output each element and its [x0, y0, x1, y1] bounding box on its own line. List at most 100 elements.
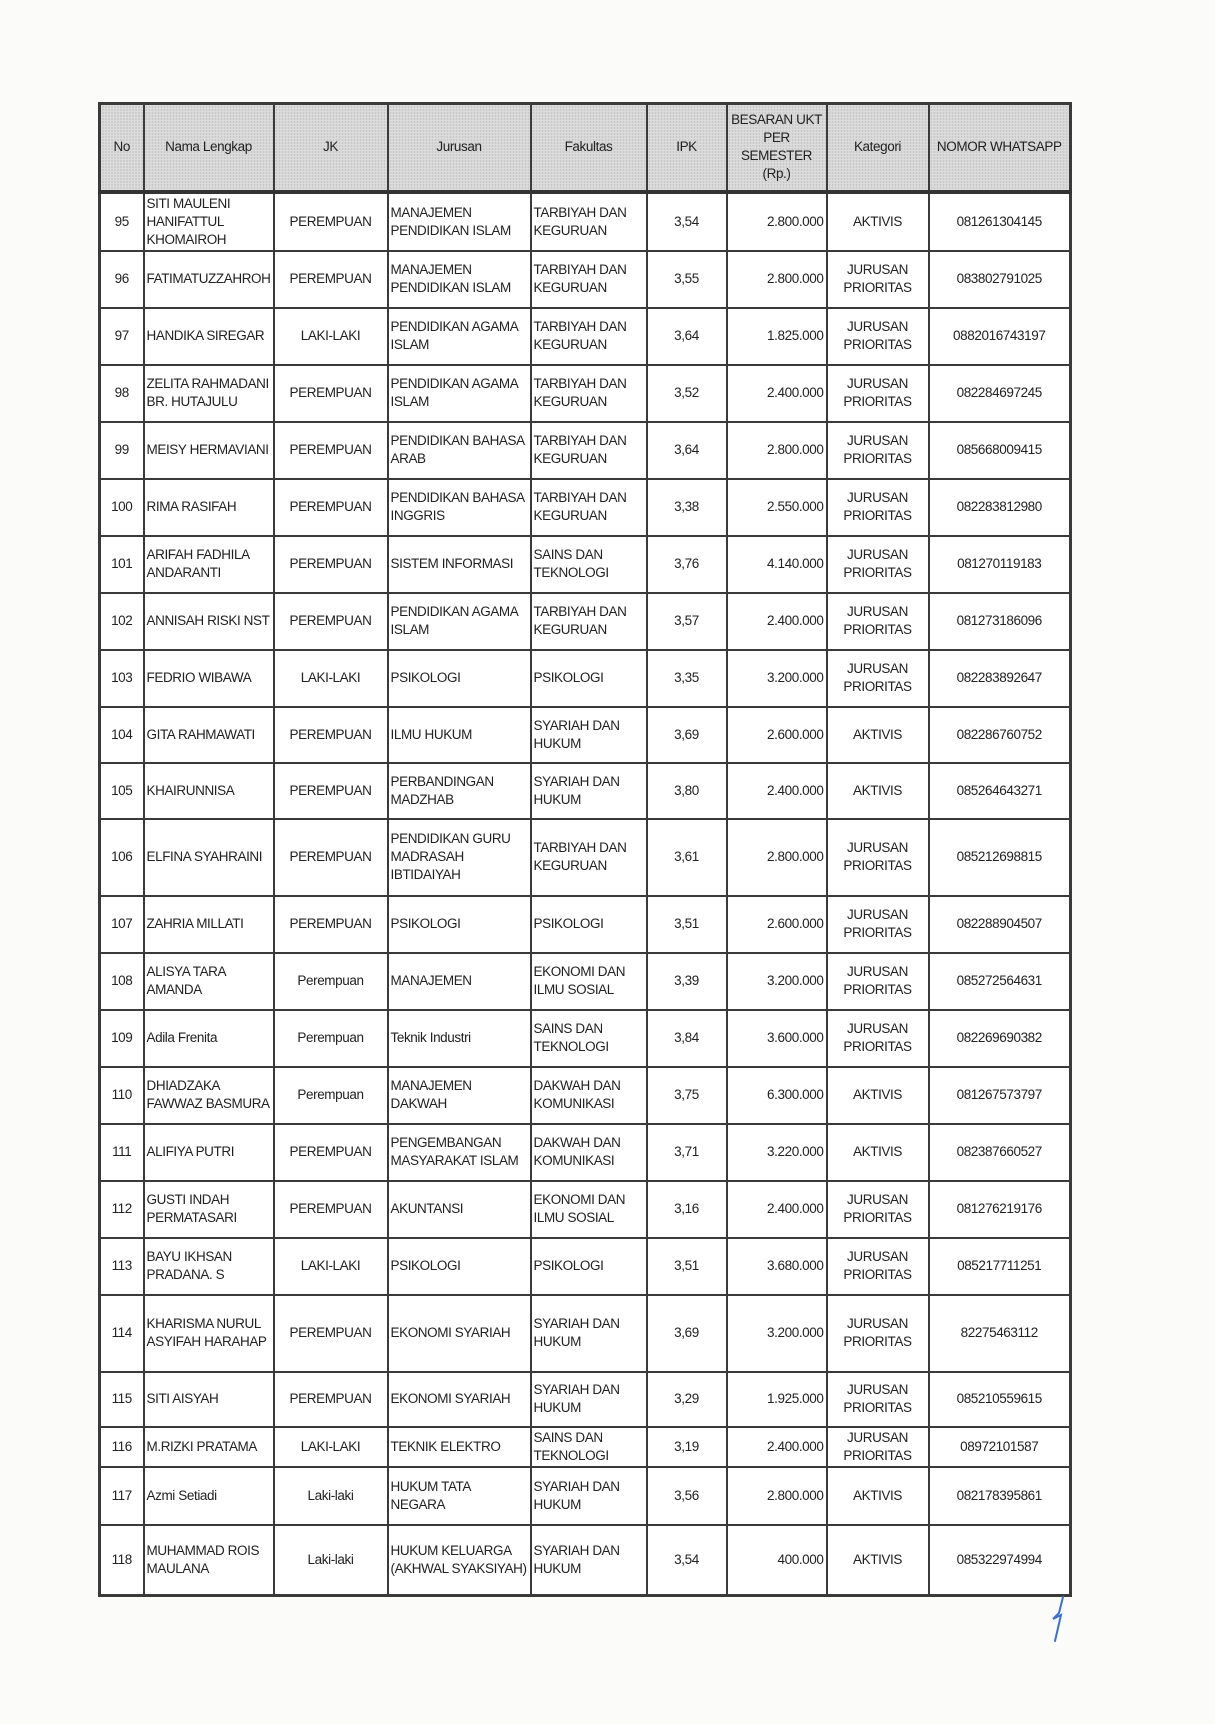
cell-gpa: 3,54	[645, 1523, 728, 1597]
cell-ukt: 1.825.000	[725, 306, 828, 366]
cell-faculty: DAKWAH DAN KOMUNIKASI	[529, 1122, 648, 1182]
cell-major: HUKUM KELUARGA (AKHWAL SYAKSIYAH)	[386, 1523, 532, 1597]
cell-gender: PEREMPUAN	[272, 420, 389, 480]
cell-category: JURUSAN PRIORITAS	[825, 1179, 930, 1239]
cell-whatsapp: 081261304145	[927, 190, 1072, 252]
cell-whatsapp: 083802791025	[927, 249, 1072, 309]
cell-no: 98	[98, 363, 145, 423]
cell-whatsapp: 082284697245	[927, 363, 1072, 423]
table-row: 102 ANNISAH RISKI NST PEREMPUAN PENDIDIKAN …	[98, 591, 1072, 651]
cell-gender: PEREMPUAN	[272, 817, 389, 897]
cell-no: 102	[98, 591, 145, 651]
cell-no: 108	[98, 951, 145, 1011]
cell-whatsapp: 085212698815	[927, 817, 1072, 897]
cell-name: ARIFAH FADHILA ANDARANTI	[142, 534, 275, 594]
cell-category: JURUSAN PRIORITAS	[825, 1236, 930, 1296]
cell-no: 110	[98, 1065, 145, 1125]
cell-gpa: 3,16	[645, 1179, 728, 1239]
cell-faculty: TARBIYAH DAN KEGURUAN	[529, 249, 648, 309]
header-col-gender: JK	[272, 102, 389, 193]
cell-name: Adila Frenita	[142, 1008, 275, 1068]
cell-gpa: 3,57	[645, 591, 728, 651]
table-row: 104 GITA RAHMAWATI PEREMPUAN ILMU HUKUM SYAR…	[98, 705, 1072, 764]
cell-major: MANAJEMEN PENDIDIKAN ISLAM	[386, 249, 532, 309]
cell-faculty: PSIKOLOGI	[529, 1236, 648, 1296]
cell-name: ANNISAH RISKI NST	[142, 591, 275, 651]
cell-gender: PEREMPUAN	[272, 761, 389, 820]
cell-major: PSIKOLOGI	[386, 894, 532, 954]
cell-gpa: 3,75	[645, 1065, 728, 1125]
cell-faculty: PSIKOLOGI	[529, 648, 648, 708]
cell-gpa: 3,69	[645, 1293, 728, 1373]
cell-gender: PEREMPUAN	[272, 477, 389, 537]
table-row: 103 FEDRIO WIBAWA LAKI-LAKI PSIKOLOGI PSIKOL…	[98, 648, 1072, 708]
cell-major: PENGEMBANGAN MASYARAKAT ISLAM	[386, 1122, 532, 1182]
table-row: 107 ZAHRIA MILLATI PEREMPUAN PSIKOLOGI PSIKO…	[98, 894, 1072, 954]
cell-gender: PEREMPUAN	[272, 1370, 389, 1428]
cell-no: 115	[98, 1370, 145, 1428]
header-col-gpa: IPK	[645, 102, 728, 193]
table-row: 105 KHAIRUNNISA PEREMPUAN PERBANDINGAN MADZ…	[98, 761, 1072, 820]
cell-category: JURUSAN PRIORITAS	[825, 249, 930, 309]
cell-whatsapp: 082387660527	[927, 1122, 1072, 1182]
cell-whatsapp: 085217711251	[927, 1236, 1072, 1296]
cell-whatsapp: 0882016743197	[927, 306, 1072, 366]
cell-faculty: SAINS DAN TEKNOLOGI	[529, 1425, 648, 1468]
cell-no: 111	[98, 1122, 145, 1182]
cell-category: JURUSAN PRIORITAS	[825, 1293, 930, 1373]
cell-ukt: 3.680.000	[725, 1236, 828, 1296]
cell-whatsapp: 08972101587	[927, 1425, 1072, 1468]
cell-gender: PEREMPUAN	[272, 1293, 389, 1373]
cell-category: JURUSAN PRIORITAS	[825, 477, 930, 537]
cell-faculty: SYARIAH DAN HUKUM	[529, 1293, 648, 1373]
cell-no: 106	[98, 817, 145, 897]
cell-whatsapp: 081273186096	[927, 591, 1072, 651]
table-row: 110 DHIADZAKA FAWWAZ BASMURA Perempuan MANA…	[98, 1065, 1072, 1125]
cell-whatsapp: 82275463112	[927, 1293, 1072, 1373]
cell-category: JURUSAN PRIORITAS	[825, 534, 930, 594]
cell-category: AKTIVIS	[825, 761, 930, 820]
cell-name: MEISY HERMAVIANI	[142, 420, 275, 480]
table-row: 101 ARIFAH FADHILA ANDARANTI PEREMPUAN SIST…	[98, 534, 1072, 594]
cell-gender: Perempuan	[272, 1065, 389, 1125]
cell-category: JURUSAN PRIORITAS	[825, 1425, 930, 1468]
cell-faculty: SYARIAH DAN HUKUM	[529, 761, 648, 820]
cell-no: 97	[98, 306, 145, 366]
cell-gender: LAKI-LAKI	[272, 306, 389, 366]
cell-name: ZELITA RAHMADANI BR. HUTAJULU	[142, 363, 275, 423]
cell-whatsapp: 085210559615	[927, 1370, 1072, 1428]
cell-major: PENDIDIKAN AGAMA ISLAM	[386, 306, 532, 366]
cell-name: BAYU IKHSAN PRADANA. S	[142, 1236, 275, 1296]
cell-category: JURUSAN PRIORITAS	[825, 591, 930, 651]
cell-major: MANAJEMEN DAKWAH	[386, 1065, 532, 1125]
cell-name: DHIADZAKA FAWWAZ BASMURA	[142, 1065, 275, 1125]
cell-no: 117	[98, 1465, 145, 1526]
table-row: 97 HANDIKA SIREGAR LAKI-LAKI PENDIDIKAN AGA…	[98, 306, 1072, 366]
header-col-name: Nama Lengkap	[142, 102, 275, 193]
cell-gender: LAKI-LAKI	[272, 648, 389, 708]
cell-ukt: 400.000	[725, 1523, 828, 1597]
header-col-major: Jurusan	[386, 102, 532, 193]
cell-faculty: TARBIYAH DAN KEGURUAN	[529, 363, 648, 423]
cell-name: KHARISMA NURUL ASYIFAH HARAHAP	[142, 1293, 275, 1373]
cell-major: TEKNIK ELEKTRO	[386, 1425, 532, 1468]
cell-major: MANAJEMEN PENDIDIKAN ISLAM	[386, 190, 532, 252]
cell-gender: Perempuan	[272, 1008, 389, 1068]
cell-category: AKTIVIS	[825, 1523, 930, 1597]
cell-gender: PEREMPUAN	[272, 363, 389, 423]
cell-faculty: TARBIYAH DAN KEGURUAN	[529, 591, 648, 651]
header-col-category: Kategori	[825, 102, 930, 193]
table-row: 108 ALISYA TARA AMANDA Perempuan MANAJEMEN E…	[98, 951, 1072, 1011]
cell-gender: PEREMPUAN	[272, 249, 389, 309]
cell-ukt: 2.400.000	[725, 1425, 828, 1468]
cell-ukt: 3.600.000	[725, 1008, 828, 1068]
table-row: 115 SITI AISYAH PEREMPUAN EKONOMI SYARIAH SY…	[98, 1370, 1072, 1428]
cell-no: 112	[98, 1179, 145, 1239]
cell-no: 96	[98, 249, 145, 309]
cell-faculty: DAKWAH DAN KOMUNIKASI	[529, 1065, 648, 1125]
cell-ukt: 2.550.000	[725, 477, 828, 537]
table-row: 106 ELFINA SYAHRAINI PEREMPUAN PENDIDIKAN G…	[98, 817, 1072, 897]
cell-ukt: 6.300.000	[725, 1065, 828, 1125]
cell-faculty: TARBIYAH DAN KEGURUAN	[529, 306, 648, 366]
cell-major: SISTEM INFORMASI	[386, 534, 532, 594]
